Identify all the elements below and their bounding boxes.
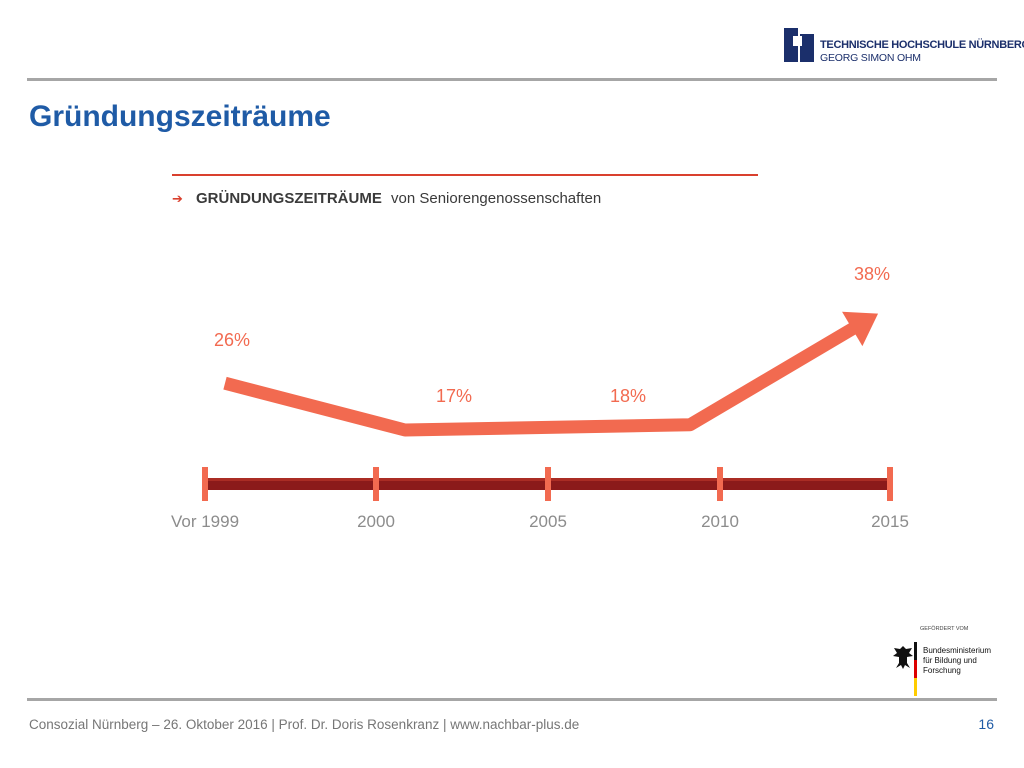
page-number: 16 <box>978 716 994 732</box>
university-subname: GEORG SIMON OHM <box>820 52 921 64</box>
data-label: 38% <box>854 264 890 284</box>
timeline-label: 2015 <box>871 512 909 531</box>
footer-text: Consozial Nürnberg – 26. Oktober 2016 | … <box>29 717 580 732</box>
flag-stripe <box>914 642 917 696</box>
university-name: TECHNISCHE HOCHSCHULE NÜRNBERG <box>820 39 1024 51</box>
timeline-tick <box>373 467 379 501</box>
timeline-label: 2010 <box>701 512 739 531</box>
top-divider <box>27 78 997 81</box>
timeline-label: Vor 1999 <box>171 512 239 531</box>
timeline-label: 2005 <box>529 512 567 531</box>
federal-eagle-icon <box>893 646 913 669</box>
chart-title-bold: GRÜNDUNGSZEITRÄUME <box>196 190 382 207</box>
sponsor-logo: GEFÖRDERT VOM Bundesministerium für Bild… <box>892 622 992 696</box>
page-title: Gründungszeiträume <box>29 100 331 133</box>
timeline-tick <box>717 467 723 501</box>
data-label: 18% <box>610 386 646 406</box>
timeline-tick <box>887 467 893 501</box>
bottom-divider <box>27 698 997 701</box>
timeline-tick <box>202 467 208 501</box>
data-label: 17% <box>436 386 472 406</box>
chart-title-rest: von Seniorengenossenschaften <box>391 190 601 207</box>
data-label: 26% <box>214 330 250 350</box>
timeline-label: 2000 <box>357 512 395 531</box>
timeline-tick <box>545 467 551 501</box>
series-line <box>223 315 870 437</box>
sponsor-name: Bundesministerium für Bildung und Forsch… <box>923 646 992 675</box>
chart-title: GRÜNDUNGSZEITRÄUME von Seniorengenossens… <box>196 190 601 207</box>
series-arrowhead <box>842 311 879 347</box>
university-logo-icon <box>784 28 814 62</box>
sponsor-small-text: GEFÖRDERT VOM <box>920 626 969 632</box>
chart-title-arrow: ➔ <box>172 192 183 207</box>
